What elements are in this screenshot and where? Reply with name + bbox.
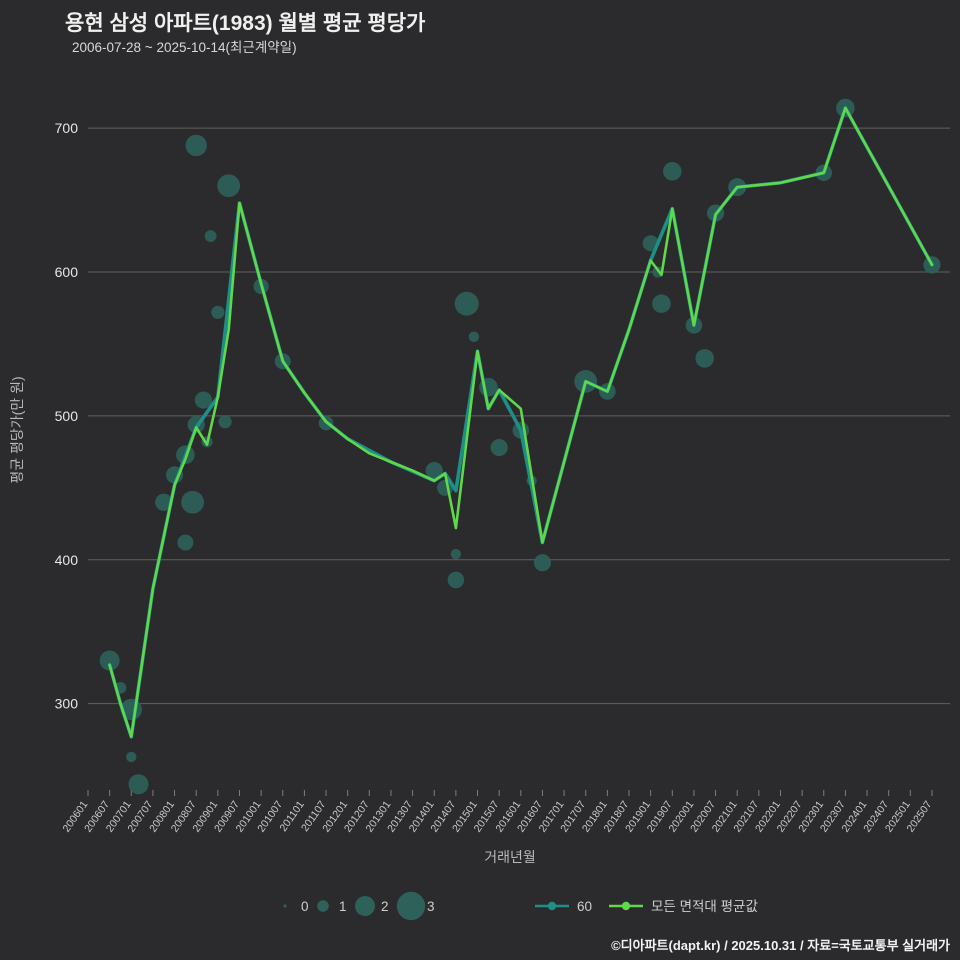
data-bubble xyxy=(490,438,508,457)
y-tick-label: 400 xyxy=(55,552,79,568)
line-layer xyxy=(107,106,934,739)
data-bubble xyxy=(128,774,149,795)
legend-series-label[interactable]: 모든 면적대 평균값 xyxy=(651,899,758,914)
data-bubble xyxy=(181,490,204,514)
legend-size-label: 1 xyxy=(339,899,347,914)
data-bubble xyxy=(177,534,194,551)
legend-size-label: 0 xyxy=(301,899,309,914)
x-axis-title: 거래년월 xyxy=(484,849,536,865)
y-tick-label: 600 xyxy=(55,264,79,280)
y-tick-label: 500 xyxy=(55,408,79,424)
legend-size-marker xyxy=(317,900,329,912)
legend-size-marker xyxy=(283,904,287,908)
data-bubble xyxy=(218,415,232,429)
legend-series-label[interactable]: 60 xyxy=(577,899,592,914)
data-bubble xyxy=(155,493,173,511)
data-bubble xyxy=(425,461,443,480)
page-subtitle: 2006-07-28 ~ 2025-10-14(최근계약일) xyxy=(72,40,297,55)
data-bubble xyxy=(533,554,552,572)
data-bubble xyxy=(652,294,671,313)
y-tick-label: 700 xyxy=(55,120,79,136)
data-bubble xyxy=(447,571,465,589)
legend-size-marker xyxy=(396,891,426,921)
bubble-layer xyxy=(99,98,941,795)
data-bubble xyxy=(662,162,682,181)
data-bubble xyxy=(695,349,715,368)
legend-size-label: 2 xyxy=(381,899,389,914)
data-bubble xyxy=(99,650,120,671)
footer-credit: ©디아파트(dapt.kr) / 2025.10.31 / 자료=국토교통부 실… xyxy=(611,938,950,953)
legend-size-marker xyxy=(355,896,375,916)
series-line-모든 면적대 평균값 xyxy=(108,106,934,739)
data-bubble xyxy=(194,391,213,409)
data-bubble xyxy=(211,305,225,319)
y-axis-ticks: 300 400 500 600 700 xyxy=(55,120,79,712)
y-tick-label: 300 xyxy=(55,696,79,712)
page-title: 용현 삼성 아파트(1983) 월별 평균 평당가 xyxy=(65,12,426,35)
legend-size-label: 3 xyxy=(427,899,435,914)
data-bubble xyxy=(454,291,479,316)
legend-marker[interactable] xyxy=(621,901,631,911)
data-bubble xyxy=(217,174,241,198)
data-bubble xyxy=(450,548,462,560)
legend: 0 1 2 3 60 모든 면적대 평균값 xyxy=(283,891,758,921)
data-bubble xyxy=(126,751,137,763)
y-axis-title: 평균 평당가(만 원) xyxy=(9,376,25,483)
legend-marker[interactable] xyxy=(547,901,557,911)
data-bubble xyxy=(204,230,217,242)
data-bubble xyxy=(468,331,480,342)
data-bubble xyxy=(185,134,207,157)
